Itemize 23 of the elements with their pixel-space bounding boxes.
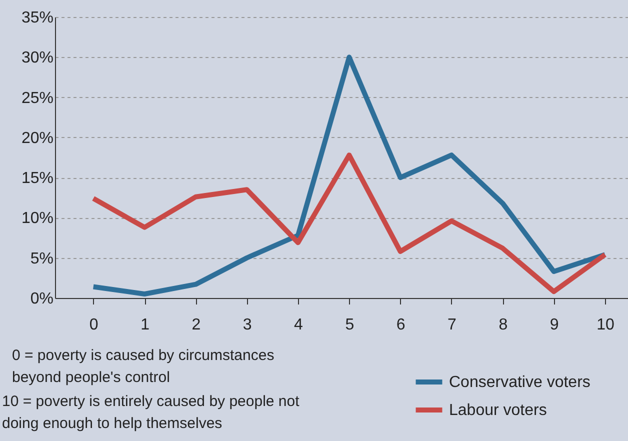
y-tick-label: 15% bbox=[21, 170, 54, 188]
legend-label: Conservative voters bbox=[449, 374, 590, 391]
y-tick-label: 25% bbox=[21, 90, 54, 107]
x-tick-label: 4 bbox=[294, 316, 304, 334]
legend-label: Labour voters bbox=[449, 402, 547, 419]
y-tick-label: 10% bbox=[21, 210, 54, 228]
y-tick-label: 5% bbox=[30, 250, 54, 268]
x-tick-label: 2 bbox=[192, 316, 201, 334]
text: 0 = poverty is caused by circumstances beyond people's control bbox=[12, 347, 274, 386]
x-tick-label: 5 bbox=[345, 316, 354, 334]
y-tick-label: 20% bbox=[21, 130, 54, 147]
y-tick-label: 0% bbox=[30, 290, 54, 308]
x-tick-label: 10 bbox=[596, 316, 614, 334]
x-tick-label: 6 bbox=[396, 316, 406, 334]
x-tick-label: 3 bbox=[242, 316, 252, 334]
x-tick-label: 7 bbox=[448, 316, 457, 334]
x-tick-label: 0 bbox=[89, 316, 98, 334]
y-tick-label: 30% bbox=[21, 50, 54, 67]
text: 10 = poverty is entirely caused by people not doing enough to help themselves bbox=[2, 393, 300, 432]
x-tick-label: 1 bbox=[140, 316, 150, 334]
x-tick-label: 8 bbox=[498, 316, 508, 334]
x-tick-label: 9 bbox=[550, 316, 559, 334]
y-tick-label: 35% bbox=[21, 10, 54, 26]
